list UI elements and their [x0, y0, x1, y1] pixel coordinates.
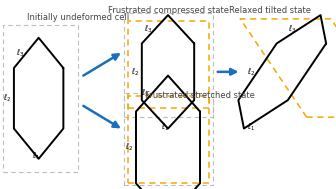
Text: $\ell_1$: $\ell_1$ [247, 121, 255, 133]
Text: Initially undeformed cell: Initially undeformed cell [27, 13, 129, 22]
Text: Relaxed tilted state: Relaxed tilted state [229, 6, 311, 15]
Bar [124, 93, 213, 185]
Bar [128, 21, 209, 108]
Text: $\ell_3$: $\ell_3$ [141, 88, 149, 99]
Text: Frustrated stretched state: Frustrated stretched state [145, 91, 255, 100]
Text: Frustrated compressed state: Frustrated compressed state [108, 6, 228, 15]
Text: $\ell_1$: $\ell_1$ [161, 121, 170, 133]
Text: $\ell_1$: $\ell_1$ [32, 151, 40, 162]
Text: $\ell_3$: $\ell_3$ [288, 24, 296, 35]
Text: $\ell_3$: $\ell_3$ [16, 47, 24, 59]
Text: $\ell_2$: $\ell_2$ [131, 66, 139, 77]
Text: $\ell_2$: $\ell_2$ [247, 66, 255, 77]
Text: $\ell_3$: $\ell_3$ [144, 24, 153, 35]
Bar [128, 96, 209, 183]
Bar [3, 25, 78, 172]
Text: $\ell_2$: $\ell_2$ [125, 142, 133, 153]
Text: $\ell_2$: $\ell_2$ [3, 93, 12, 104]
Bar [124, 13, 213, 117]
